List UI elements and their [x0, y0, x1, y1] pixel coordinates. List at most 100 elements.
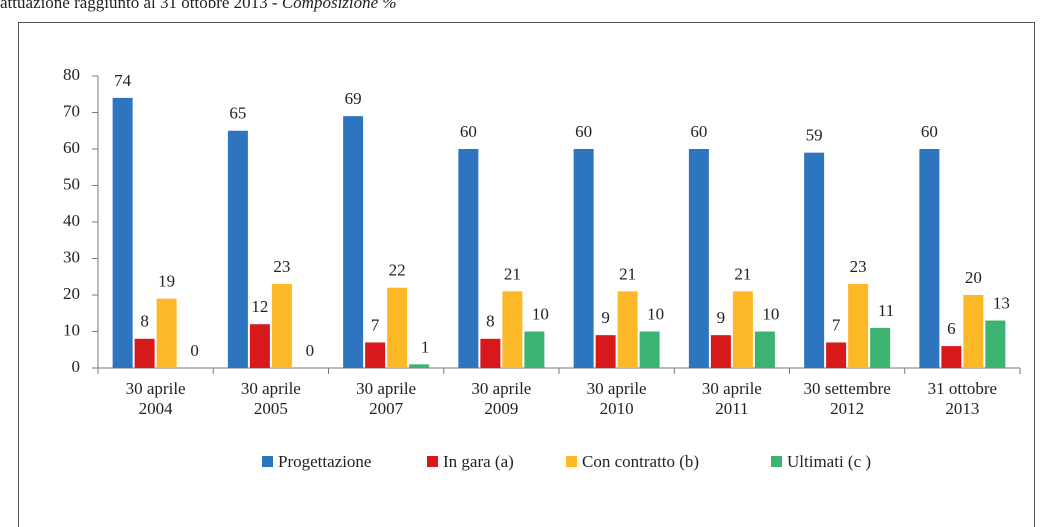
data-label: 9	[601, 308, 610, 327]
bar	[941, 346, 962, 368]
data-label: 10	[532, 304, 549, 323]
bar	[502, 291, 523, 368]
legend-label: In gara (a)	[443, 452, 514, 471]
bar	[480, 338, 501, 368]
bar	[870, 327, 891, 368]
x-tick-label: 2007	[369, 399, 404, 418]
data-label: 60	[575, 122, 592, 141]
legend-label: Progettazione	[278, 452, 371, 471]
data-label: 10	[762, 304, 779, 323]
bar	[387, 287, 408, 368]
x-tick-label: 2005	[254, 399, 288, 418]
data-label: 22	[389, 261, 406, 280]
data-label: 59	[806, 126, 823, 145]
legend-swatch	[566, 456, 577, 467]
data-label: 60	[690, 122, 707, 141]
y-tick-label: 10	[63, 320, 80, 339]
legend-swatch	[262, 456, 273, 467]
data-label: 23	[850, 257, 867, 276]
x-tick-label: 2012	[830, 399, 864, 418]
x-tick-label: 30 aprile	[356, 379, 416, 398]
bar	[271, 284, 292, 368]
bar	[688, 149, 709, 368]
bar	[458, 149, 479, 368]
legend-swatch	[771, 456, 782, 467]
bar	[227, 130, 248, 368]
data-label: 12	[251, 297, 268, 316]
data-label: 11	[878, 301, 894, 320]
bar	[249, 324, 270, 368]
bar	[732, 291, 753, 368]
legend-label: Ultimati (c )	[787, 452, 871, 471]
x-tick-label: 2011	[715, 399, 748, 418]
x-tick-label: 30 aprile	[241, 379, 301, 398]
bar	[595, 335, 616, 368]
bar	[343, 116, 364, 369]
bar	[112, 97, 133, 369]
data-label: 1	[421, 337, 430, 356]
data-label: 23	[273, 257, 290, 276]
data-label: 0	[190, 341, 199, 360]
data-label: 19	[158, 272, 175, 291]
data-label: 7	[371, 315, 380, 334]
data-label: 13	[993, 293, 1010, 312]
data-label: 0	[306, 341, 315, 360]
bar	[754, 331, 775, 368]
title-part: attuazione raggiunto al 31 ottobre 2013 …	[0, 0, 282, 12]
y-tick-label: 50	[63, 174, 80, 193]
bar	[963, 295, 984, 368]
bar	[134, 338, 155, 368]
y-tick-label: 30	[63, 247, 80, 266]
frame	[18, 22, 1035, 527]
y-tick-label: 40	[63, 211, 80, 230]
y-tick-label: 70	[63, 101, 80, 120]
data-label: 21	[619, 264, 636, 283]
data-label: 7	[832, 315, 841, 334]
data-label: 74	[114, 71, 132, 90]
bar	[524, 331, 545, 368]
x-tick-label: 30 aprile	[702, 379, 762, 398]
data-label: 69	[345, 89, 362, 108]
data-label: 9	[717, 308, 726, 327]
bar	[365, 342, 386, 368]
data-label: 8	[486, 312, 495, 331]
data-label: 21	[734, 264, 751, 283]
legend-swatch	[427, 456, 438, 467]
title-italic: Composizione %	[282, 0, 397, 12]
y-tick-label: 20	[63, 284, 80, 303]
x-tick-label: 31 ottobre	[928, 379, 997, 398]
x-tick-label: 30 aprile	[587, 379, 647, 398]
x-tick-label: 2013	[945, 399, 979, 418]
data-label: 6	[947, 319, 956, 338]
bar	[985, 320, 1006, 368]
x-tick-label: 2004	[139, 399, 174, 418]
x-tick-label: 2010	[600, 399, 634, 418]
data-label: 8	[140, 312, 149, 331]
x-tick-label: 30 settembre	[803, 379, 890, 398]
data-label: 20	[965, 268, 982, 287]
y-tick-label: 80	[63, 65, 80, 84]
bar	[919, 149, 940, 368]
data-label: 10	[647, 304, 664, 323]
bar	[826, 342, 847, 368]
chart-title: attuazione raggiunto al 31 ottobre 2013 …	[0, 0, 397, 12]
data-label: 60	[921, 122, 938, 141]
y-tick-label: 60	[63, 138, 80, 157]
data-label: 60	[460, 122, 477, 141]
bar	[848, 284, 869, 368]
x-tick-label: 30 aprile	[126, 379, 186, 398]
legend-label: Con contratto (b)	[582, 452, 699, 471]
y-tick-label: 0	[72, 357, 81, 376]
x-tick-label: 2009	[484, 399, 518, 418]
data-label: 65	[229, 104, 246, 123]
bar	[804, 152, 825, 368]
bar	[573, 149, 594, 368]
bar	[156, 298, 177, 368]
bar	[639, 331, 660, 368]
data-label: 21	[504, 264, 521, 283]
x-tick-label: 30 aprile	[471, 379, 531, 398]
bar	[617, 291, 638, 368]
bar	[710, 335, 731, 368]
bar	[409, 364, 430, 368]
